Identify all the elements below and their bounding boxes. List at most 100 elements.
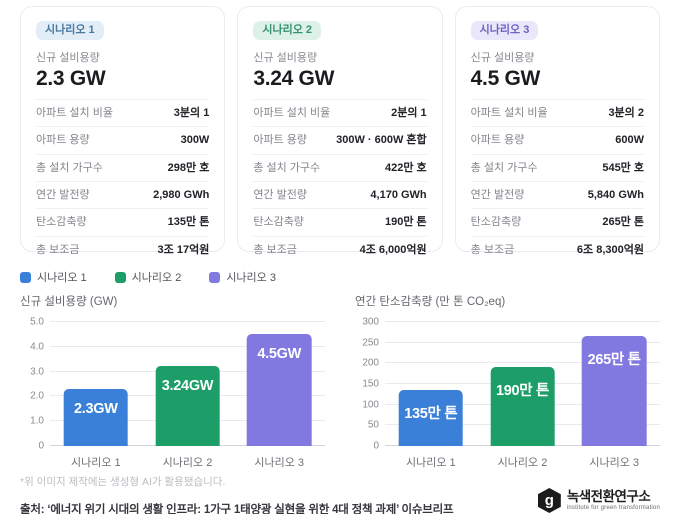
stat-value: 300W [180,134,210,147]
stat-row: 탄소감축량 190만 톤 [253,208,427,235]
stat-row: 탄소감축량 265만 톤 [470,208,644,235]
logo-org-subtitle: institute for green transformation [566,504,660,511]
bar-series: 265만 톤 [581,336,647,446]
legend-swatch-icon [20,271,31,283]
y-axis-tick-label: 100 [362,399,379,411]
stat-label: 연간 발전량 [36,189,90,202]
bar-series: 3.24GW [155,365,220,446]
stat-row: 아파트 용량 300W [36,126,210,153]
bar-value-label: 2.3GW [74,400,118,417]
stat-value: 135만 톤 [167,216,210,229]
y-axis-tick-label: 250 [362,337,379,349]
stat-row: 총 설치 가구수 545만 호 [470,153,644,181]
stat-label: 아파트 용량 [36,134,90,147]
stat-row: 아파트 용량 600W [470,126,644,153]
bar-series: 4.5GW [246,334,312,446]
bar-chart-carbon-reduction: 0 50 100 150 200 250 300 135만 톤 시나리오 1 190만 톤 시나리오… [362,317,660,469]
scenario-badge: 시나리오 2 [253,21,321,41]
capacity-value: 2.3 GW [36,67,106,91]
stat-value: 545만 호 [602,161,644,174]
stat-label: 탄소감축량 [36,216,87,229]
bar-series: 190만 톤 [490,367,555,446]
stat-value: 5,840 GWh [587,189,644,202]
capacity-value: 4.5 GW [470,67,541,91]
y-axis-tick-label: 4.0 [30,341,44,353]
y-axis-tick-label: 1.0 [30,415,44,427]
stat-row: 연간 발전량 4,170 GWh [253,181,427,208]
stat-label: 아파트 설치 비율 [36,107,113,120]
chart-title: 연간 탄소감축량 (만 톤 CO₂eq) [355,296,506,308]
stat-label: 아파트 설치 비율 [253,107,331,120]
x-axis-category-label: 시나리오 3 [589,457,639,469]
gridline [385,362,660,364]
y-axis-tick-label: 0 [38,440,44,452]
ai-disclaimer: *위 이미지 제작에는 생성형 AI가 활용됐습니다. [20,476,226,488]
scenario-card-1: 시나리오 1 신규 설비용량 2.3 GW 아파트 설치 비율 3분의 1 아파… [20,6,226,256]
stat-value: 422만 호 [385,161,427,174]
stat-row: 아파트 용량 300W · 600W 혼합 [253,126,427,153]
gridline [385,341,660,343]
bar-chart-new-capacity: 0 1.0 2.0 3.0 4.0 5.0 2.3GW 시나리오 1 3.24GW 시나리오 2 4… [30,317,325,469]
scenario-badge: 시나리오 1 [36,21,104,41]
y-axis-tick-label: 200 [362,357,379,369]
stat-label: 총 설치 가구수 [36,161,103,174]
stat-label: 연간 발전량 [253,189,307,202]
charts-section: 신규 설비용량 (GW) 0 1.0 2.0 3.0 4.0 5.0 2.3GW 시나리오 1… [0,285,680,470]
y-axis-tick-label: 3.0 [30,366,44,378]
stat-row: 총 보조금 3조 17억원 [36,235,210,263]
bar-value-label: 135만 톤 [404,406,458,423]
stat-label: 아파트 용량 [253,134,307,147]
bar-series: 135만 톤 [398,390,464,446]
y-axis-tick-label: 0 [373,440,379,452]
stat-value: 265만 톤 [602,216,644,229]
organization-logo: g 녹색전환연구소 institute for green transforma… [537,488,660,514]
legend-swatch-icon [209,271,221,283]
x-axis-category-label: 시나리오 3 [254,457,304,469]
stat-label: 탄소감축량 [470,216,522,229]
chart-title: 신규 설비용량 (GW) [20,296,118,308]
stat-label: 총 설치 가구수 [470,161,538,174]
y-axis-tick-label: 2.0 [30,390,44,402]
source-citation: 출처: ‘에너지 위기 시대의 생활 인프라: 1가구 1태양광 실현을 위한 … [20,504,454,514]
stat-label: 아파트 용량 [470,134,525,147]
stat-value: 2분의 1 [391,107,427,120]
stat-row: 총 보조금 4조 6,000억원 [253,235,427,263]
x-axis-category-label: 시나리오 1 [71,457,121,469]
stat-label: 총 보조금 [470,243,515,256]
stat-row: 연간 발전량 2,980 GWh [36,181,210,208]
scenario-card-3: 시나리오 3 신규 설비용량 4.5 GW 아파트 설치 비율 3분의 2 아파… [454,6,660,256]
stat-value: 600W [615,134,644,147]
chart-new-capacity: 신규 설비용량 (GW) 0 1.0 2.0 3.0 4.0 5.0 2.3GW 시나리오 1… [20,293,325,470]
bar-value-label: 4.5GW [257,346,301,363]
stat-value: 300W · 600W 혼합 [336,134,427,147]
legend-label: 시나리오 3 [226,272,276,284]
stat-value: 298만 호 [167,161,210,174]
stat-value: 190만 톤 [385,216,427,229]
stat-label: 총 보조금 [253,243,297,256]
stat-value: 3조 17억원 [157,243,210,256]
bar-value-label: 190만 톤 [495,383,550,400]
stat-label: 탄소감축량 [253,216,304,229]
stat-row: 총 설치 가구수 298만 호 [36,153,210,181]
stat-value: 4,170 GWh [370,189,427,202]
x-axis-category-label: 시나리오 1 [406,457,456,469]
legend-label: 시나리오 1 [37,272,87,284]
bar-value-label: 3.24GW [161,377,214,394]
logo-text: 녹색전환연구소 institute for green transformati… [566,489,660,511]
stat-row: 총 설치 가구수 422만 호 [253,153,427,181]
chart-legend: 시나리오 1 시나리오 2 시나리오 3 [0,252,680,285]
scenario-cards: 시나리오 1 신규 설비용량 2.3 GW 아파트 설치 비율 3분의 1 아파… [0,0,680,256]
stat-row: 탄소감축량 135만 톤 [36,208,210,235]
x-axis-category-label: 시나리오 2 [497,457,548,469]
gridline [50,321,325,322]
scenario-badge: 시나리오 3 [470,21,539,41]
x-axis-category-label: 시나리오 2 [162,457,213,469]
legend-item-scenario-3: 시나리오 3 [209,269,276,285]
y-axis-tick-label: 50 [367,419,379,431]
stat-row: 아파트 설치 비율 3분의 2 [470,99,644,126]
legend-item-scenario-1: 시나리오 1 [20,269,87,285]
capacity-value: 3.24 GW [253,67,335,91]
stat-row: 연간 발전량 5,840 GWh [470,181,644,208]
legend-item-scenario-2: 시나리오 2 [114,269,181,285]
stat-label: 연간 발전량 [470,189,525,202]
